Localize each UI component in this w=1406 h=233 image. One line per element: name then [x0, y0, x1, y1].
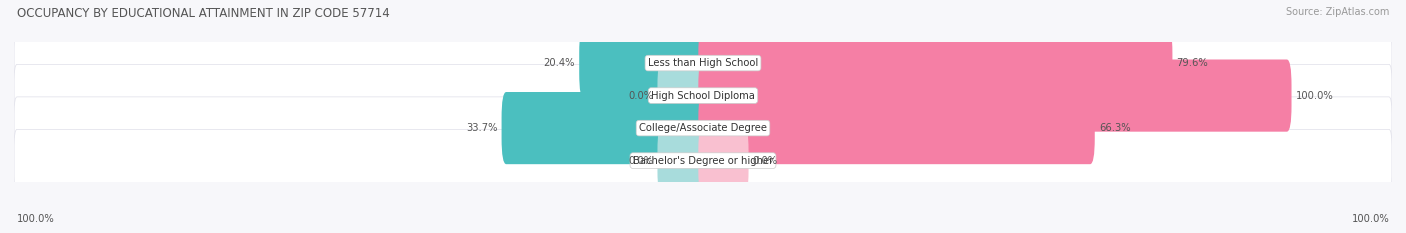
FancyBboxPatch shape — [699, 92, 1095, 164]
FancyBboxPatch shape — [658, 59, 707, 132]
Text: 66.3%: 66.3% — [1099, 123, 1130, 133]
Text: 0.0%: 0.0% — [752, 156, 778, 166]
Text: 100.0%: 100.0% — [1295, 91, 1333, 101]
FancyBboxPatch shape — [14, 129, 1392, 192]
FancyBboxPatch shape — [699, 59, 1292, 132]
FancyBboxPatch shape — [579, 27, 707, 99]
Text: Less than High School: Less than High School — [648, 58, 758, 68]
Text: OCCUPANCY BY EDUCATIONAL ATTAINMENT IN ZIP CODE 57714: OCCUPANCY BY EDUCATIONAL ATTAINMENT IN Z… — [17, 7, 389, 20]
Text: 20.4%: 20.4% — [544, 58, 575, 68]
Text: 33.7%: 33.7% — [465, 123, 498, 133]
Text: 100.0%: 100.0% — [1351, 214, 1389, 224]
Text: College/Associate Degree: College/Associate Degree — [638, 123, 768, 133]
Legend: Owner-occupied, Renter-occupied: Owner-occupied, Renter-occupied — [591, 231, 815, 233]
FancyBboxPatch shape — [14, 97, 1392, 159]
FancyBboxPatch shape — [699, 124, 748, 197]
Text: Bachelor's Degree or higher: Bachelor's Degree or higher — [633, 156, 773, 166]
Text: High School Diploma: High School Diploma — [651, 91, 755, 101]
Text: Source: ZipAtlas.com: Source: ZipAtlas.com — [1285, 7, 1389, 17]
FancyBboxPatch shape — [658, 124, 707, 197]
FancyBboxPatch shape — [14, 32, 1392, 94]
FancyBboxPatch shape — [699, 27, 1173, 99]
Text: 0.0%: 0.0% — [628, 91, 654, 101]
FancyBboxPatch shape — [14, 64, 1392, 127]
Text: 100.0%: 100.0% — [17, 214, 55, 224]
Text: 79.6%: 79.6% — [1177, 58, 1208, 68]
Text: 0.0%: 0.0% — [628, 156, 654, 166]
FancyBboxPatch shape — [502, 92, 707, 164]
